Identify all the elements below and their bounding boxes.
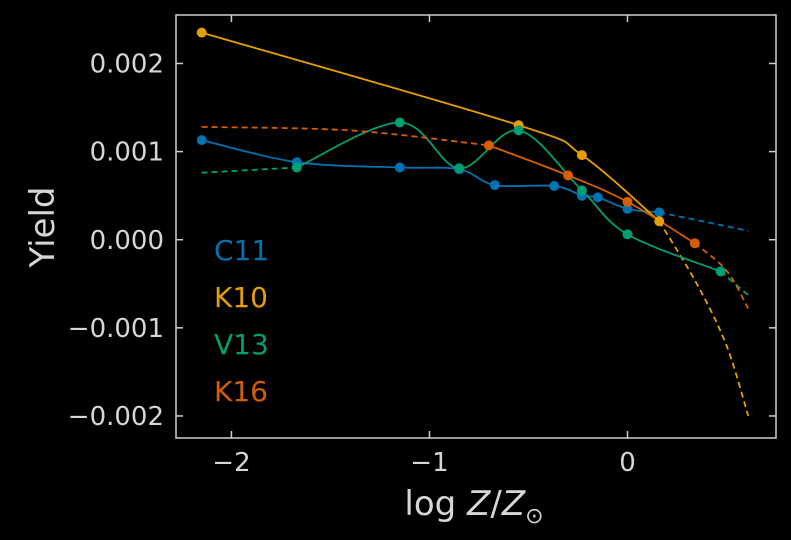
data-point-v13 <box>513 125 524 136</box>
data-point-c11 <box>654 207 665 218</box>
data-point-c11 <box>196 135 207 146</box>
legend: C11 K10 V13 K16 <box>214 234 269 408</box>
series-extrapolation-k16 <box>694 242 750 309</box>
x-tick-label: −1 <box>410 448 448 478</box>
data-point-k16 <box>689 238 700 249</box>
axis-ticks <box>176 15 776 438</box>
data-point-c11 <box>394 162 405 173</box>
series-extrapolation-v13 <box>720 270 749 296</box>
data-point-c11 <box>622 203 633 214</box>
y-tick-label: 0.002 <box>90 50 164 80</box>
y-axis-title: Yield <box>23 187 63 269</box>
series-extrapolation-c11 <box>659 211 749 232</box>
x-tick-label: 0 <box>619 448 636 478</box>
data-point-v13 <box>454 163 465 174</box>
series-line-v13 <box>296 121 721 273</box>
legend-entry-v13: V13 <box>214 328 269 361</box>
axis-tick-labels: −2 −1 0 0.002 0.001 0.000 −0.001 −0.002 <box>68 50 636 478</box>
series-line-c11 <box>201 139 660 214</box>
plot-lines <box>201 31 750 417</box>
data-point-c11 <box>549 181 560 191</box>
data-point-c11 <box>489 180 500 191</box>
data-point-v13 <box>394 117 405 128</box>
data-point-v13 <box>622 229 633 240</box>
data-point-v13 <box>715 266 726 277</box>
y-tick-label: −0.002 <box>68 402 164 432</box>
series-extrapolation-k10 <box>658 220 750 417</box>
data-point-k16 <box>563 170 574 181</box>
x-tick-label: −2 <box>212 448 250 478</box>
series-extrapolation-low-v13 <box>201 166 297 174</box>
data-point-c11 <box>592 192 603 203</box>
x-axis-title: log Z/Z⊙ <box>404 484 543 529</box>
series-line-k10 <box>201 31 660 222</box>
y-tick-label: −0.001 <box>68 314 164 344</box>
data-point-k16 <box>622 196 633 207</box>
plot-frame <box>175 14 777 439</box>
legend-entry-k10: K10 <box>214 281 268 314</box>
legend-entry-k16: K16 <box>214 375 268 408</box>
data-point-v13 <box>576 185 587 196</box>
series-line-k16 <box>488 144 696 244</box>
plot-points <box>196 27 726 277</box>
data-point-k10 <box>576 150 587 161</box>
series-extrapolation-low-k16 <box>201 126 489 147</box>
y-tick-label: 0.001 <box>90 138 164 168</box>
legend-entry-c11: C11 <box>214 234 269 267</box>
data-point-k10 <box>654 216 665 227</box>
y-tick-label: 0.000 <box>90 226 164 256</box>
data-point-k10 <box>196 27 207 38</box>
data-point-v13 <box>291 162 302 173</box>
data-point-k16 <box>483 140 494 151</box>
